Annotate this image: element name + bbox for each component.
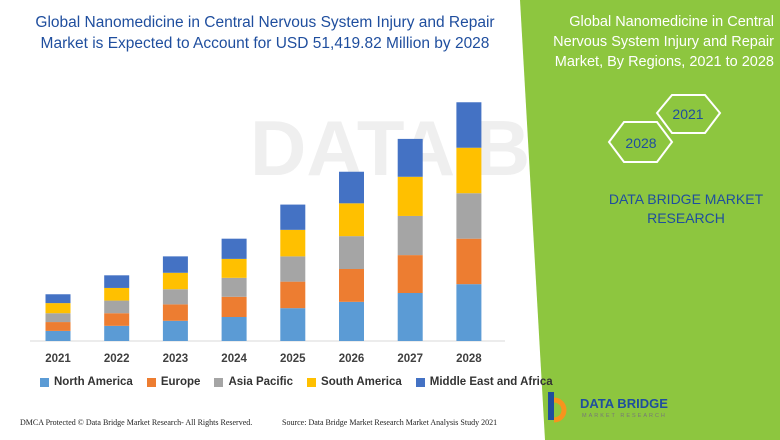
bar-2026-europe: [339, 269, 364, 302]
x-tick-2026: 2026: [339, 353, 365, 365]
x-tick-2022: 2022: [104, 353, 130, 365]
bar-2023-south-america: [162, 272, 188, 290]
bar-2021-north-america: [45, 330, 71, 341]
x-tick-2024: 2024: [221, 353, 247, 365]
legend-swatch: [214, 377, 224, 387]
legend-label: Asia Pacific: [228, 376, 294, 388]
x-tick-2027: 2027: [397, 353, 423, 365]
side-panel-brand: Data Bridge Market Research: [608, 191, 764, 226]
bar-2027-south-america: [397, 176, 423, 216]
bar-2024-north-america: [221, 317, 247, 341]
bar-2024-europe: [221, 296, 247, 317]
bar-2022-middle-east-and-africa: [104, 275, 130, 288]
legend-item-middle-east-and-africa: Middle East and Africa: [415, 376, 553, 388]
legend-label: South America: [321, 376, 402, 388]
bar-2028-north-america: [456, 284, 482, 341]
bars-group: [45, 102, 482, 341]
bar-2025-europe: [280, 281, 306, 309]
hex-year-2028: 2028: [625, 135, 656, 151]
legend-swatch: [146, 377, 156, 387]
bar-2022-europe: [104, 313, 130, 326]
x-tick-labels: 2021 2022 2023 2024 2025 2026 2027 2028: [45, 353, 482, 365]
bar-2026-north-america: [339, 301, 364, 341]
bar-2026-middle-east-and-africa: [339, 171, 364, 204]
bar-2027-asia-pacific: [397, 215, 423, 256]
x-tick-2021: 2021: [45, 353, 71, 365]
legend-item-europe: Europe: [146, 376, 201, 388]
footer-source: Source: Data Bridge Market Research Mark…: [282, 418, 498, 427]
bar-2021-asia-pacific: [45, 313, 71, 323]
legend-item-north-america: North America: [40, 376, 133, 388]
x-tick-2025: 2025: [280, 353, 306, 365]
x-tick-2028: 2028: [456, 353, 482, 365]
bar-2027-north-america: [397, 293, 423, 341]
legend-label: Europe: [160, 376, 201, 388]
bar-2026-south-america: [339, 203, 364, 237]
bar-2024-middle-east-and-africa: [221, 238, 247, 259]
bar-2028-europe: [456, 238, 482, 285]
bar-2023-asia-pacific: [162, 289, 188, 305]
bar-2025-asia-pacific: [280, 256, 306, 282]
legend-label: Middle East and Africa: [429, 376, 553, 388]
bar-2027-middle-east-and-africa: [397, 138, 423, 177]
bar-2023-north-america: [162, 320, 188, 341]
legend-swatch: [415, 377, 425, 387]
bar-2028-middle-east-and-africa: [456, 102, 482, 148]
bar-2021-south-america: [45, 303, 71, 314]
side-panel-title: Global Nanomedicine in Central Nervous S…: [553, 14, 774, 70]
chart-legend: North America Europe Asia Pacific South Ame…: [40, 376, 553, 388]
x-tick-2023: 2023: [163, 353, 189, 365]
logo-name: DATA BRIDGE: [580, 396, 668, 411]
bar-2028-asia-pacific: [456, 193, 482, 239]
bar-2025-middle-east-and-africa: [280, 204, 306, 230]
side-panel-bg: [520, 0, 780, 440]
data-bridge-logo-icon: [548, 392, 567, 423]
legend-label: North America: [54, 376, 133, 388]
bar-2024-asia-pacific: [221, 277, 247, 297]
legend-item-south-america: South America: [307, 376, 402, 388]
legend-swatch: [307, 377, 317, 387]
bar-2022-asia-pacific: [104, 300, 130, 314]
bar-2022-south-america: [104, 287, 130, 301]
hexagon-2021: [655, 94, 722, 134]
bar-2025-north-america: [280, 308, 306, 341]
bar-2021-europe: [45, 322, 71, 331]
chart-title: Global Nanomedicine in Central Nervous S…: [35, 14, 495, 52]
hex-year-2021: 2021: [672, 106, 703, 122]
bar-2025-south-america: [280, 229, 306, 257]
bar-2023-middle-east-and-africa: [162, 256, 188, 273]
logo-subtitle: MARKET RESEARCH: [582, 413, 667, 419]
bar-2028-south-america: [456, 147, 482, 194]
bar-2024-south-america: [221, 258, 247, 278]
bar-2022-north-america: [104, 325, 130, 341]
bar-2027-europe: [397, 255, 423, 293]
legend-item-asia-pacific: Asia Pacific: [214, 376, 293, 388]
legend-swatch: [40, 377, 49, 387]
footer-dmca: DMCA Protected © Data Bridge Market Rese…: [20, 418, 253, 427]
hexagon-2028: [607, 121, 674, 163]
bar-2023-europe: [162, 304, 188, 321]
bar-2026-asia-pacific: [339, 236, 364, 269]
bar-2021-middle-east-and-africa: [45, 294, 71, 304]
